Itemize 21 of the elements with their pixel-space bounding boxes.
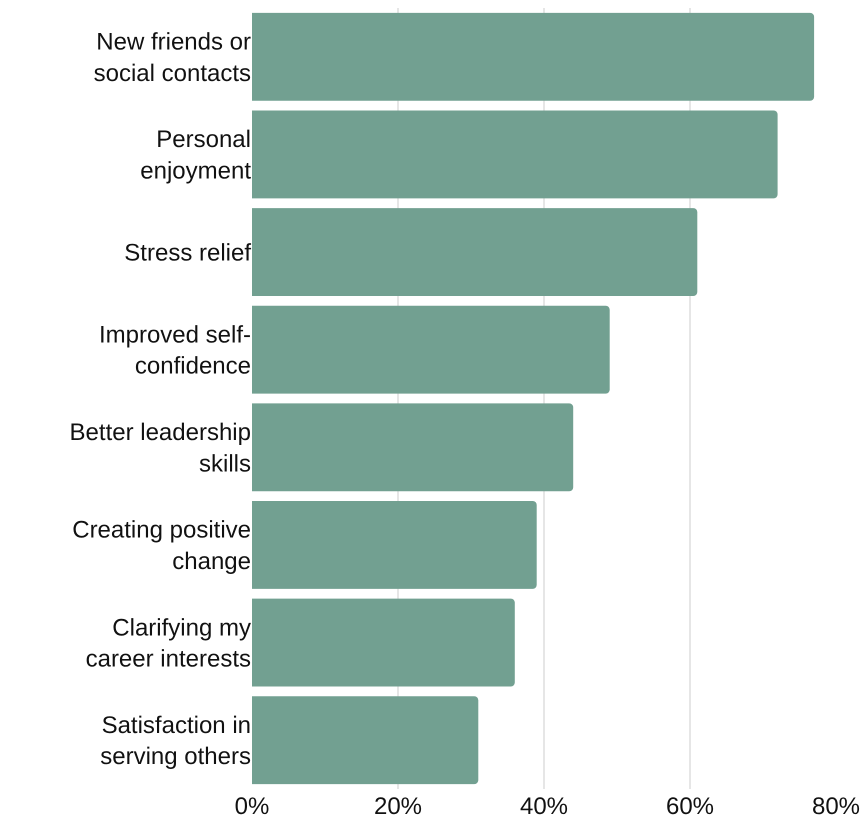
x-tick-label: 80% <box>812 793 860 820</box>
bar <box>252 598 515 686</box>
y-tick-label: Satisfaction in serving others <box>100 712 251 770</box>
x-tick-label: 0% <box>234 793 270 820</box>
y-tick-label: New friends or social contacts <box>94 28 251 87</box>
y-tick-label: Stress relief <box>124 239 252 266</box>
bar <box>252 110 778 198</box>
x-tick-label: 20% <box>374 793 422 820</box>
y-tick-label: Creating positive change <box>72 516 251 575</box>
bar <box>252 501 537 589</box>
y-tick-label: Improved self-confidence <box>98 321 251 380</box>
bar <box>252 696 478 784</box>
y-tick-label: Better leadership skills <box>70 419 251 478</box>
y-tick-label: Clarifying my career interests <box>86 614 251 673</box>
bar <box>252 12 814 101</box>
x-tick-label: 40% <box>520 793 568 820</box>
bar <box>252 208 698 296</box>
bar <box>252 306 610 394</box>
bar <box>252 403 574 492</box>
y-tick-label: Personal enjoyment <box>140 126 252 184</box>
x-tick-label: 60% <box>666 793 714 820</box>
